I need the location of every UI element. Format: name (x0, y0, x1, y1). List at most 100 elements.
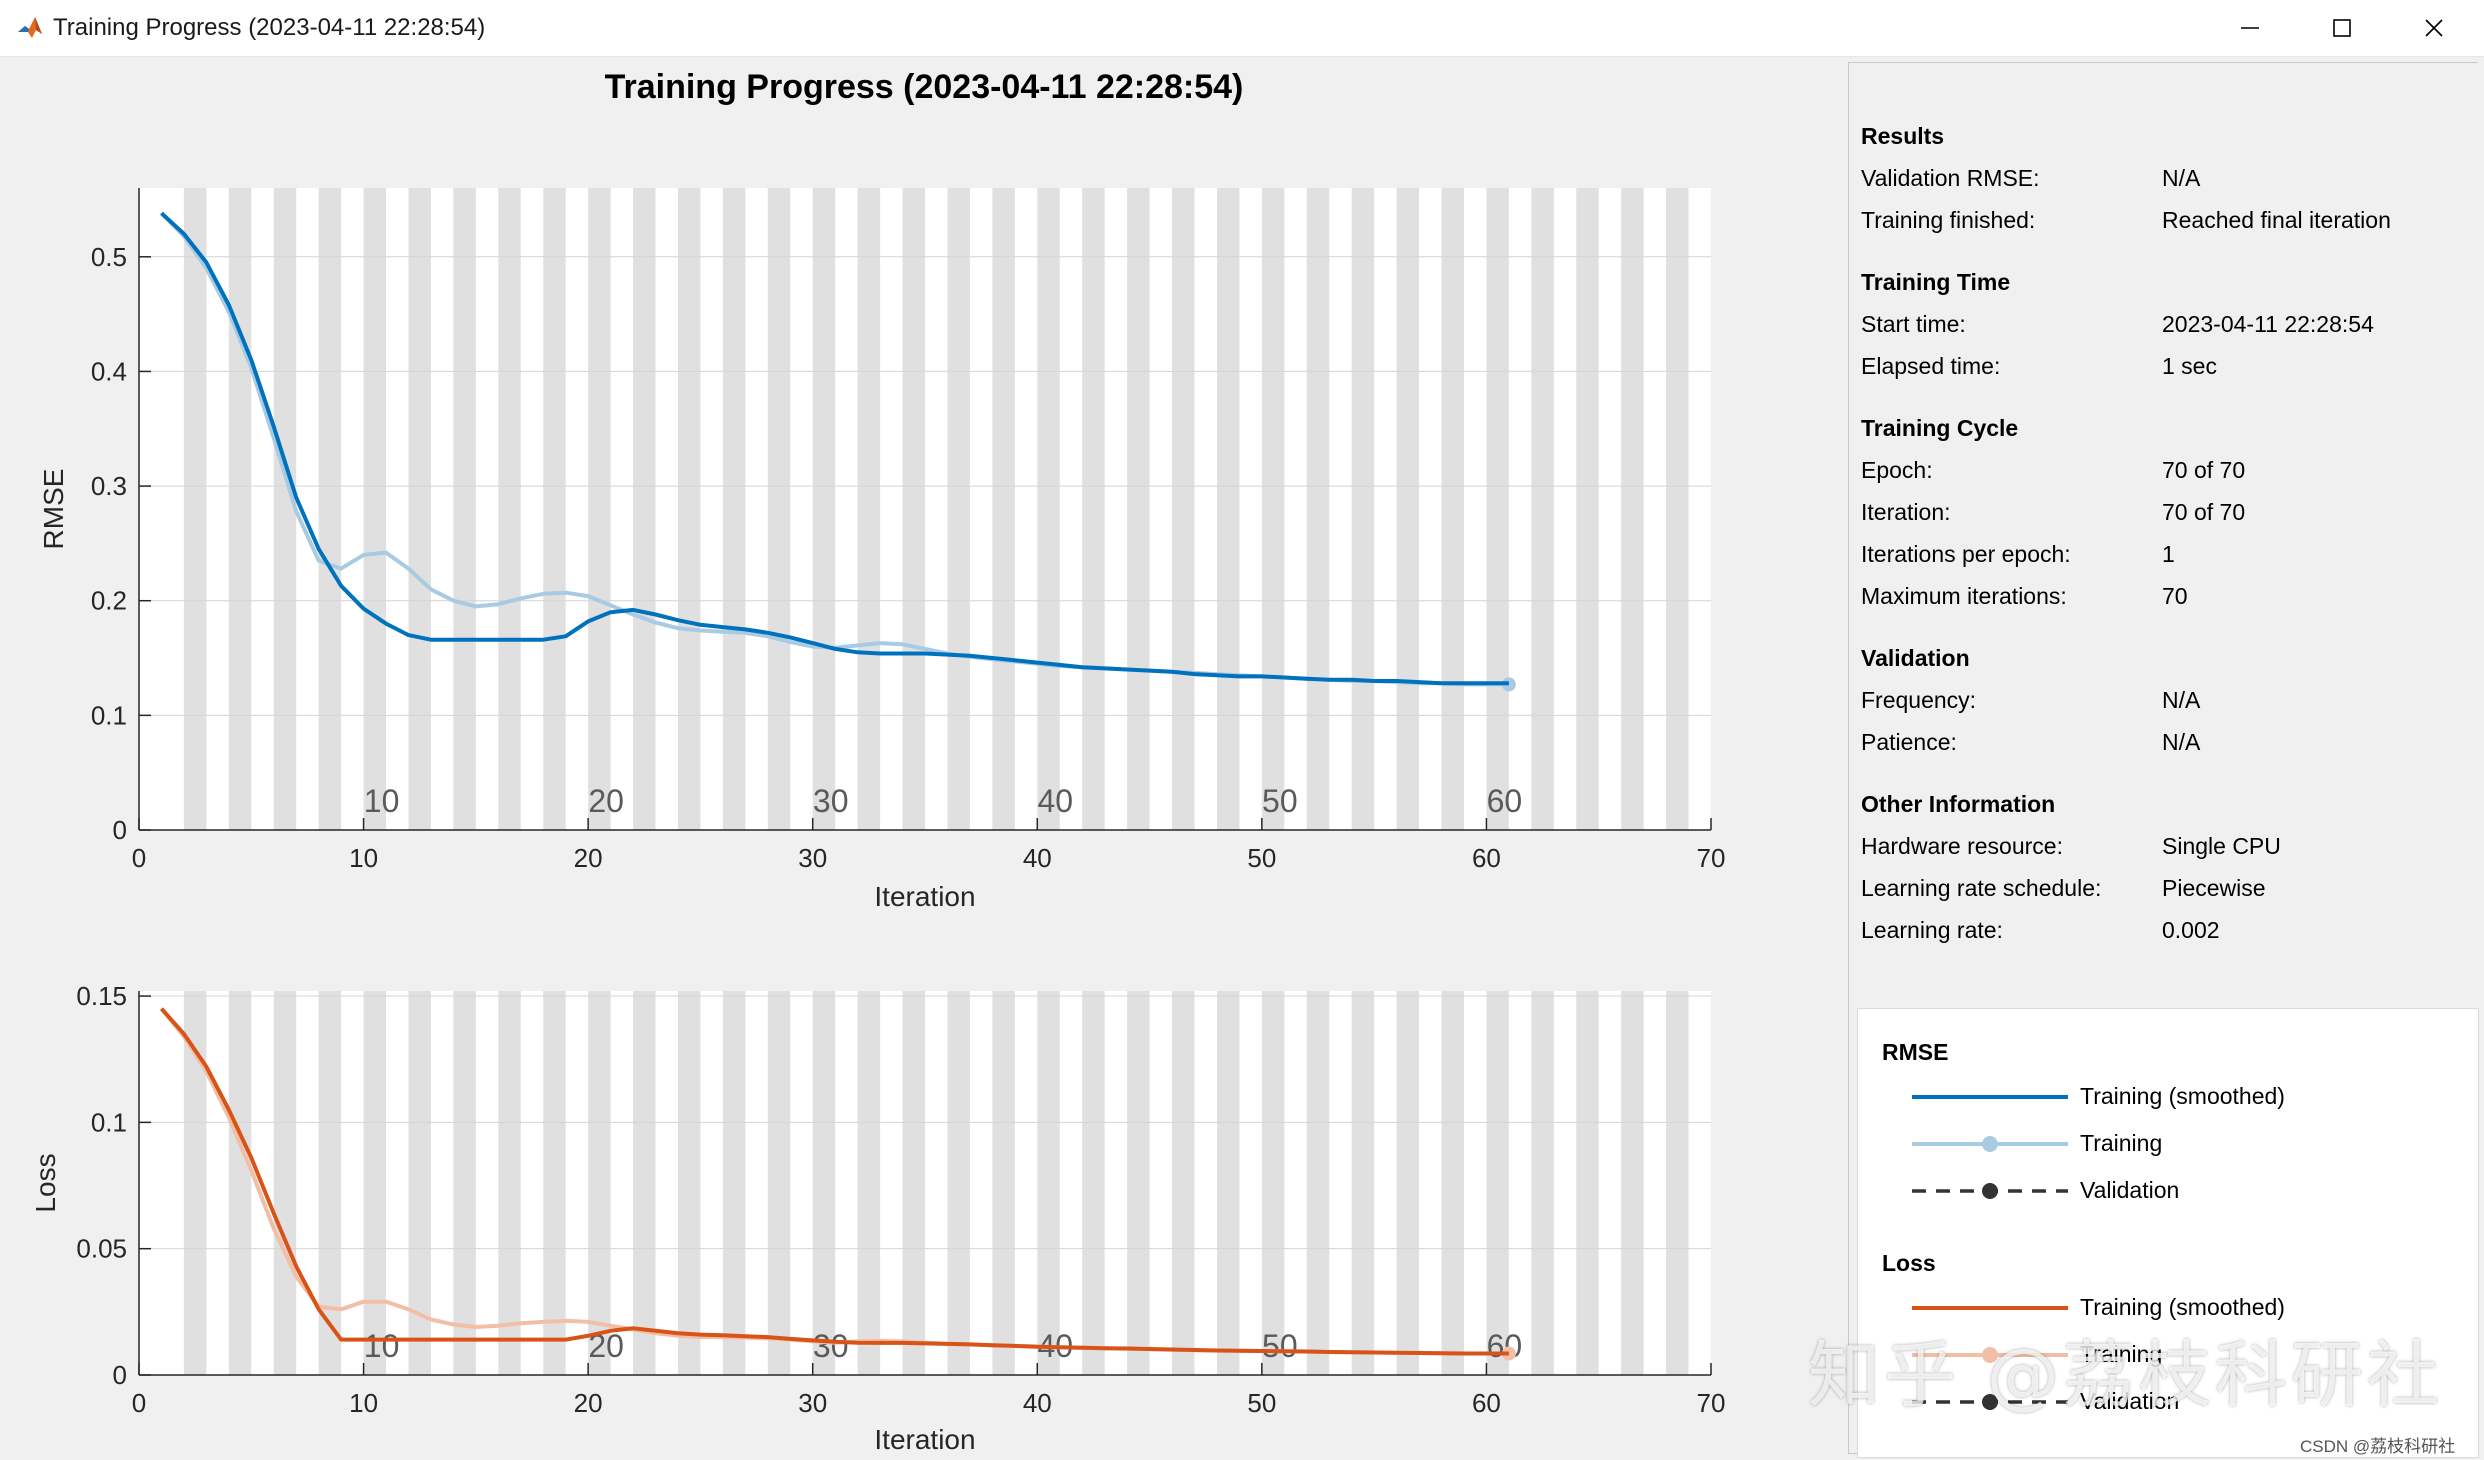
loss-epoch-stripe (1666, 991, 1689, 1375)
legend-swatch-raw-marker (1912, 1347, 2068, 1363)
minimize-button[interactable] (2204, 0, 2296, 56)
rmse-epoch-stripe (992, 188, 1015, 830)
close-button[interactable] (2388, 0, 2480, 56)
loss-y-tick-label: 0.1 (91, 1107, 127, 1137)
loss-epoch-label: 50 (1262, 1328, 1298, 1364)
loss-epoch-stripe (273, 991, 297, 1375)
loss-epoch-stripe (1486, 991, 1509, 1375)
info-row-label: Start time: (1861, 311, 1966, 337)
loss-x-tick-label: 50 (1247, 1388, 1276, 1418)
rmse-epoch-label: 60 (1487, 783, 1523, 819)
rmse-x-tick-label: 50 (1247, 843, 1276, 873)
info-row-value: 70 of 70 (2162, 457, 2246, 483)
loss-epoch-stripe (363, 991, 387, 1375)
info-row-value: Reached final iteration (2162, 207, 2391, 233)
loss-epoch-stripe (1261, 991, 1285, 1375)
minimize-icon (2241, 27, 2259, 29)
loss-epoch-stripe (1531, 991, 1554, 1375)
info-row-label: Maximum iterations: (1861, 583, 2067, 609)
loss-x-tick-label: 20 (574, 1388, 603, 1418)
info-row-label: Validation RMSE: (1861, 165, 2040, 191)
rmse-epoch-stripe (1082, 188, 1105, 830)
loss-x-tick-label: 10 (349, 1388, 378, 1418)
rmse-epoch-stripe (1576, 188, 1599, 830)
rmse-x-tick-label: 20 (574, 843, 603, 873)
rmse-epoch-stripe (453, 188, 476, 830)
loss-series-training-smoothed (160, 1007, 1509, 1356)
rmse-y-tick-label: 0.1 (91, 700, 127, 730)
loss-epoch-stripe (183, 991, 207, 1375)
info-row-value: 70 of 70 (2162, 499, 2246, 525)
loss-epoch-stripe (498, 991, 521, 1375)
window-title: Training Progress (2023-04-11 22:28:54) (53, 14, 486, 41)
info-section-title: Training Time (1861, 269, 2011, 295)
loss-epoch-stripe (1396, 991, 1420, 1375)
rmse-x-tick-label: 0 (132, 843, 146, 873)
info-row-label: Elapsed time: (1861, 353, 2001, 379)
plot-title: Training Progress (2023-04-11 22:28:54) (605, 68, 1244, 106)
plot-legend: RMSE Training (smoothed) Training Validatio… (1857, 1008, 2479, 1458)
info-row-label: Frequency: (1861, 687, 1977, 713)
rmse-epoch-stripe (1351, 188, 1375, 830)
legend-item-label: Training (smoothed) (2080, 1294, 2285, 1320)
rmse-epoch-stripe (363, 188, 387, 830)
rmse-x-tick-label: 70 (1697, 843, 1726, 873)
loss-y-tick-label: 0 (113, 1360, 127, 1390)
info-row-label: Iterations per epoch: (1861, 541, 2071, 567)
rmse-epoch-stripe (1037, 188, 1060, 830)
rmse-epoch-label: 10 (364, 783, 400, 819)
loss-epoch-stripe (1216, 991, 1240, 1375)
rmse-x-tick-label: 60 (1472, 843, 1501, 873)
credit-text: CSDN @荔枝科研社 (2300, 1432, 2456, 1457)
rmse-epoch-stripe (947, 188, 970, 830)
maximize-button[interactable] (2296, 0, 2388, 56)
loss-y-tick-label: 0.15 (76, 981, 127, 1011)
info-row-label: Learning rate: (1861, 917, 2003, 943)
rmse-x-tick-label: 30 (798, 843, 827, 873)
rmse-epoch-stripe (1306, 188, 1330, 830)
loss-epoch-stripe (677, 991, 701, 1375)
rmse-x-axis-label: Iteration (874, 881, 975, 912)
rmse-epoch-stripe (1666, 188, 1689, 830)
rmse-epoch-stripe (318, 188, 342, 830)
close-icon (2425, 19, 2443, 37)
info-row-value: N/A (2162, 165, 2201, 191)
rmse-epoch-stripe (1127, 188, 1150, 830)
legend-swatch-raw-marker (1912, 1136, 2068, 1152)
rmse-epoch-stripe (633, 188, 656, 830)
rmse-y-axis-label: RMSE (38, 469, 69, 550)
rmse-series-training-smoothed (160, 211, 1509, 686)
loss-epoch-stripe (588, 991, 611, 1375)
loss-epoch-stripe (1351, 991, 1375, 1375)
info-row-value: 0.002 (2162, 917, 2220, 943)
rmse-epoch-stripe (183, 188, 207, 830)
loss-epoch-stripe (902, 991, 925, 1375)
rmse-x-tick-label: 10 (349, 843, 378, 873)
rmse-epoch-label: 50 (1262, 783, 1298, 819)
info-section-title: Validation (1861, 645, 1970, 671)
rmse-epoch-stripe (677, 188, 701, 830)
loss-epoch-stripe (1621, 991, 1644, 1375)
rmse-epoch-stripe (1172, 188, 1195, 830)
loss-epoch-stripe (947, 991, 970, 1375)
rmse-y-tick-label: 0.5 (91, 242, 127, 272)
info-section-title: Other Information (1861, 791, 2056, 817)
legend-item-label: Training (smoothed) (2080, 1083, 2285, 1109)
rmse-chart: 10 20 30 40 50 60 0 10 20 30 40 50 60 70 0 0.1 0.2 0.3 0.4… (38, 188, 1725, 912)
loss-epoch-stripe (1172, 991, 1195, 1375)
rmse-y-tick-label: 0 (113, 815, 127, 845)
loss-epoch-stripe (408, 991, 431, 1375)
loss-epoch-stripe (633, 991, 656, 1375)
info-row-label: Iteration: (1861, 499, 1951, 525)
loss-epoch-stripe (1127, 991, 1150, 1375)
rmse-y-tick-label: 0.4 (91, 356, 127, 386)
rmse-epoch-stripe (812, 188, 836, 830)
rmse-epoch-stripe (1216, 188, 1240, 830)
loss-epoch-stripe (1441, 991, 1464, 1375)
rmse-epoch-stripe (1621, 188, 1644, 830)
loss-x-axis-label: Iteration (874, 1424, 975, 1455)
info-row-value: N/A (2162, 729, 2201, 755)
rmse-epoch-stripe (543, 188, 566, 830)
rmse-epoch-stripe (902, 188, 925, 830)
loss-y-tick-label: 0.05 (76, 1234, 127, 1264)
